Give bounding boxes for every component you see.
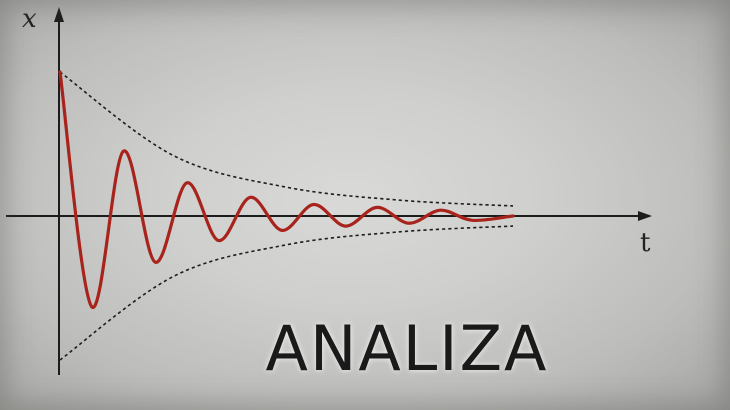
y-axis-label: x <box>22 4 37 34</box>
upper-envelope-curve <box>59 71 514 207</box>
curves-group <box>58 70 515 361</box>
x-axis-arrow <box>638 211 652 221</box>
lower-envelope-curve <box>59 225 514 361</box>
brand-title: ANALIZA <box>265 312 549 385</box>
x-axis-label: t <box>640 228 651 258</box>
oscillation-curve <box>58 70 515 309</box>
y-axis-arrow <box>54 7 64 22</box>
